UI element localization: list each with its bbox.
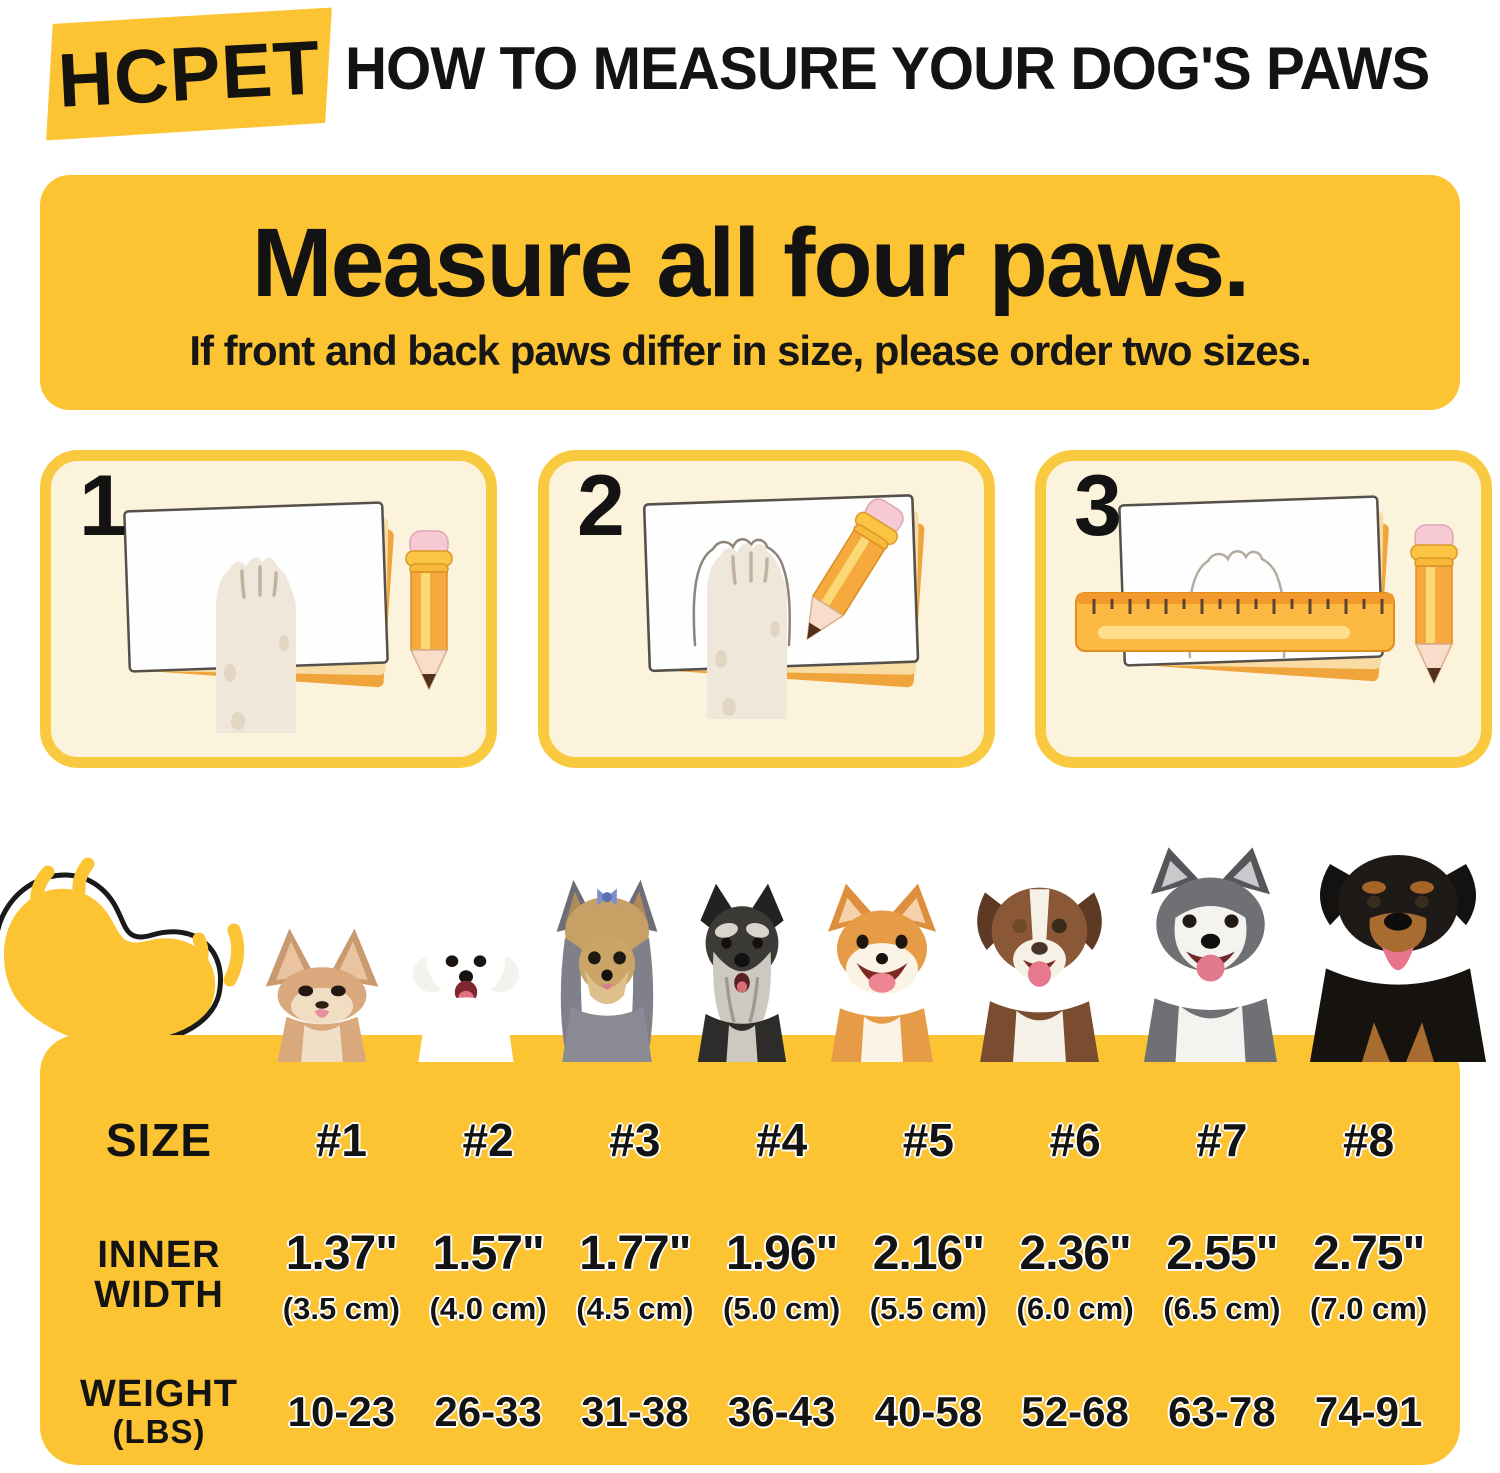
inner-width-value: 1.96" (5.0 cm) <box>723 1226 841 1326</box>
inner-width-value: 2.16" (5.5 cm) <box>869 1226 987 1326</box>
weight-value: 52-68 <box>1021 1388 1129 1435</box>
size-row: SIZE #1 #2 #3 #4 #5 #6 #7 #8 <box>50 1087 1442 1193</box>
step-number: 3 <box>1074 458 1122 554</box>
page-title: HOW TO MEASURE YOUR DOG'S PAWS <box>345 35 1430 102</box>
dog-photo-shiba-inu <box>828 883 937 1062</box>
inner-width-value: 2.36" (6.0 cm) <box>1016 1226 1134 1326</box>
dog-photo-yorkshire-terrier <box>556 879 657 1062</box>
size-chart-table: SIZE #1 #2 #3 #4 #5 #6 #7 #8 INNER WIDTH… <box>40 1035 1460 1465</box>
size-value: #5 <box>902 1114 954 1166</box>
dog-photo-miniature-schnauzer <box>697 883 787 1062</box>
step-panel-2: 2 <box>538 450 995 768</box>
row-label-weight: WEIGHT (LBS) <box>80 1372 238 1450</box>
inner-width-value: 2.55" (6.5 cm) <box>1163 1226 1281 1326</box>
size-value: #6 <box>1049 1114 1101 1166</box>
inner-width-value: 1.57" (4.0 cm) <box>429 1226 547 1326</box>
weight-value: 40-58 <box>874 1388 983 1435</box>
dog-photo-chihuahua <box>265 928 379 1062</box>
weight-value: 63-78 <box>1168 1388 1276 1435</box>
ruler-measure-illustration <box>1075 495 1458 684</box>
size-value: #2 <box>462 1114 514 1166</box>
weight-row: WEIGHT (LBS) 10-23 26-33 31-38 36-43 40-… <box>50 1359 1442 1465</box>
size-value: #8 <box>1343 1114 1395 1166</box>
ruler-icon <box>1075 592 1395 652</box>
step-panel-3: 3 <box>1035 450 1492 768</box>
weight-value: 26-33 <box>434 1388 542 1435</box>
step-number: 1 <box>79 458 127 554</box>
dog-photo-bichon-frise <box>413 909 520 1062</box>
yellow-squiggle-decoration <box>0 857 245 1048</box>
inner-width-value: 1.77" (4.5 cm) <box>576 1226 694 1326</box>
size-value: #7 <box>1196 1114 1248 1166</box>
measure-banner: Measure all four paws. If front and back… <box>40 175 1460 410</box>
inner-width-row: INNER WIDTH 1.37" (3.5 cm) 1.57" (4.0 cm) … <box>50 1193 1442 1359</box>
size-value: #4 <box>756 1114 808 1166</box>
hcpet-logo: HCPET <box>44 7 334 140</box>
inner-width-value: 2.75" (7.0 cm) <box>1310 1226 1428 1326</box>
size-value: #1 <box>315 1114 367 1166</box>
weight-value: 31-38 <box>581 1388 689 1435</box>
hcpet-logo-text: HCPET <box>55 24 323 124</box>
weight-value: 10-23 <box>287 1388 396 1435</box>
size-value: #3 <box>609 1114 661 1166</box>
row-label-size: SIZE <box>105 1113 213 1166</box>
banner-subheading: If front and back paws differ in size, p… <box>189 327 1311 374</box>
inner-width-value: 1.37" (3.5 cm) <box>282 1226 400 1326</box>
weight-value: 36-43 <box>727 1388 836 1435</box>
dog-breed-lineup <box>248 822 1498 1062</box>
dog-photo-rottweiler <box>1309 855 1486 1062</box>
banner-heading: Measure all four paws. <box>251 208 1250 317</box>
weight-value: 74-91 <box>1314 1388 1423 1435</box>
dog-photo-alaskan-malamute <box>1143 847 1277 1062</box>
dog-photo-australian-shepherd <box>977 887 1103 1062</box>
step-panel-1: 1 <box>40 450 497 768</box>
step-number: 2 <box>577 458 625 554</box>
row-label-inner-width: INNER WIDTH <box>94 1234 224 1316</box>
